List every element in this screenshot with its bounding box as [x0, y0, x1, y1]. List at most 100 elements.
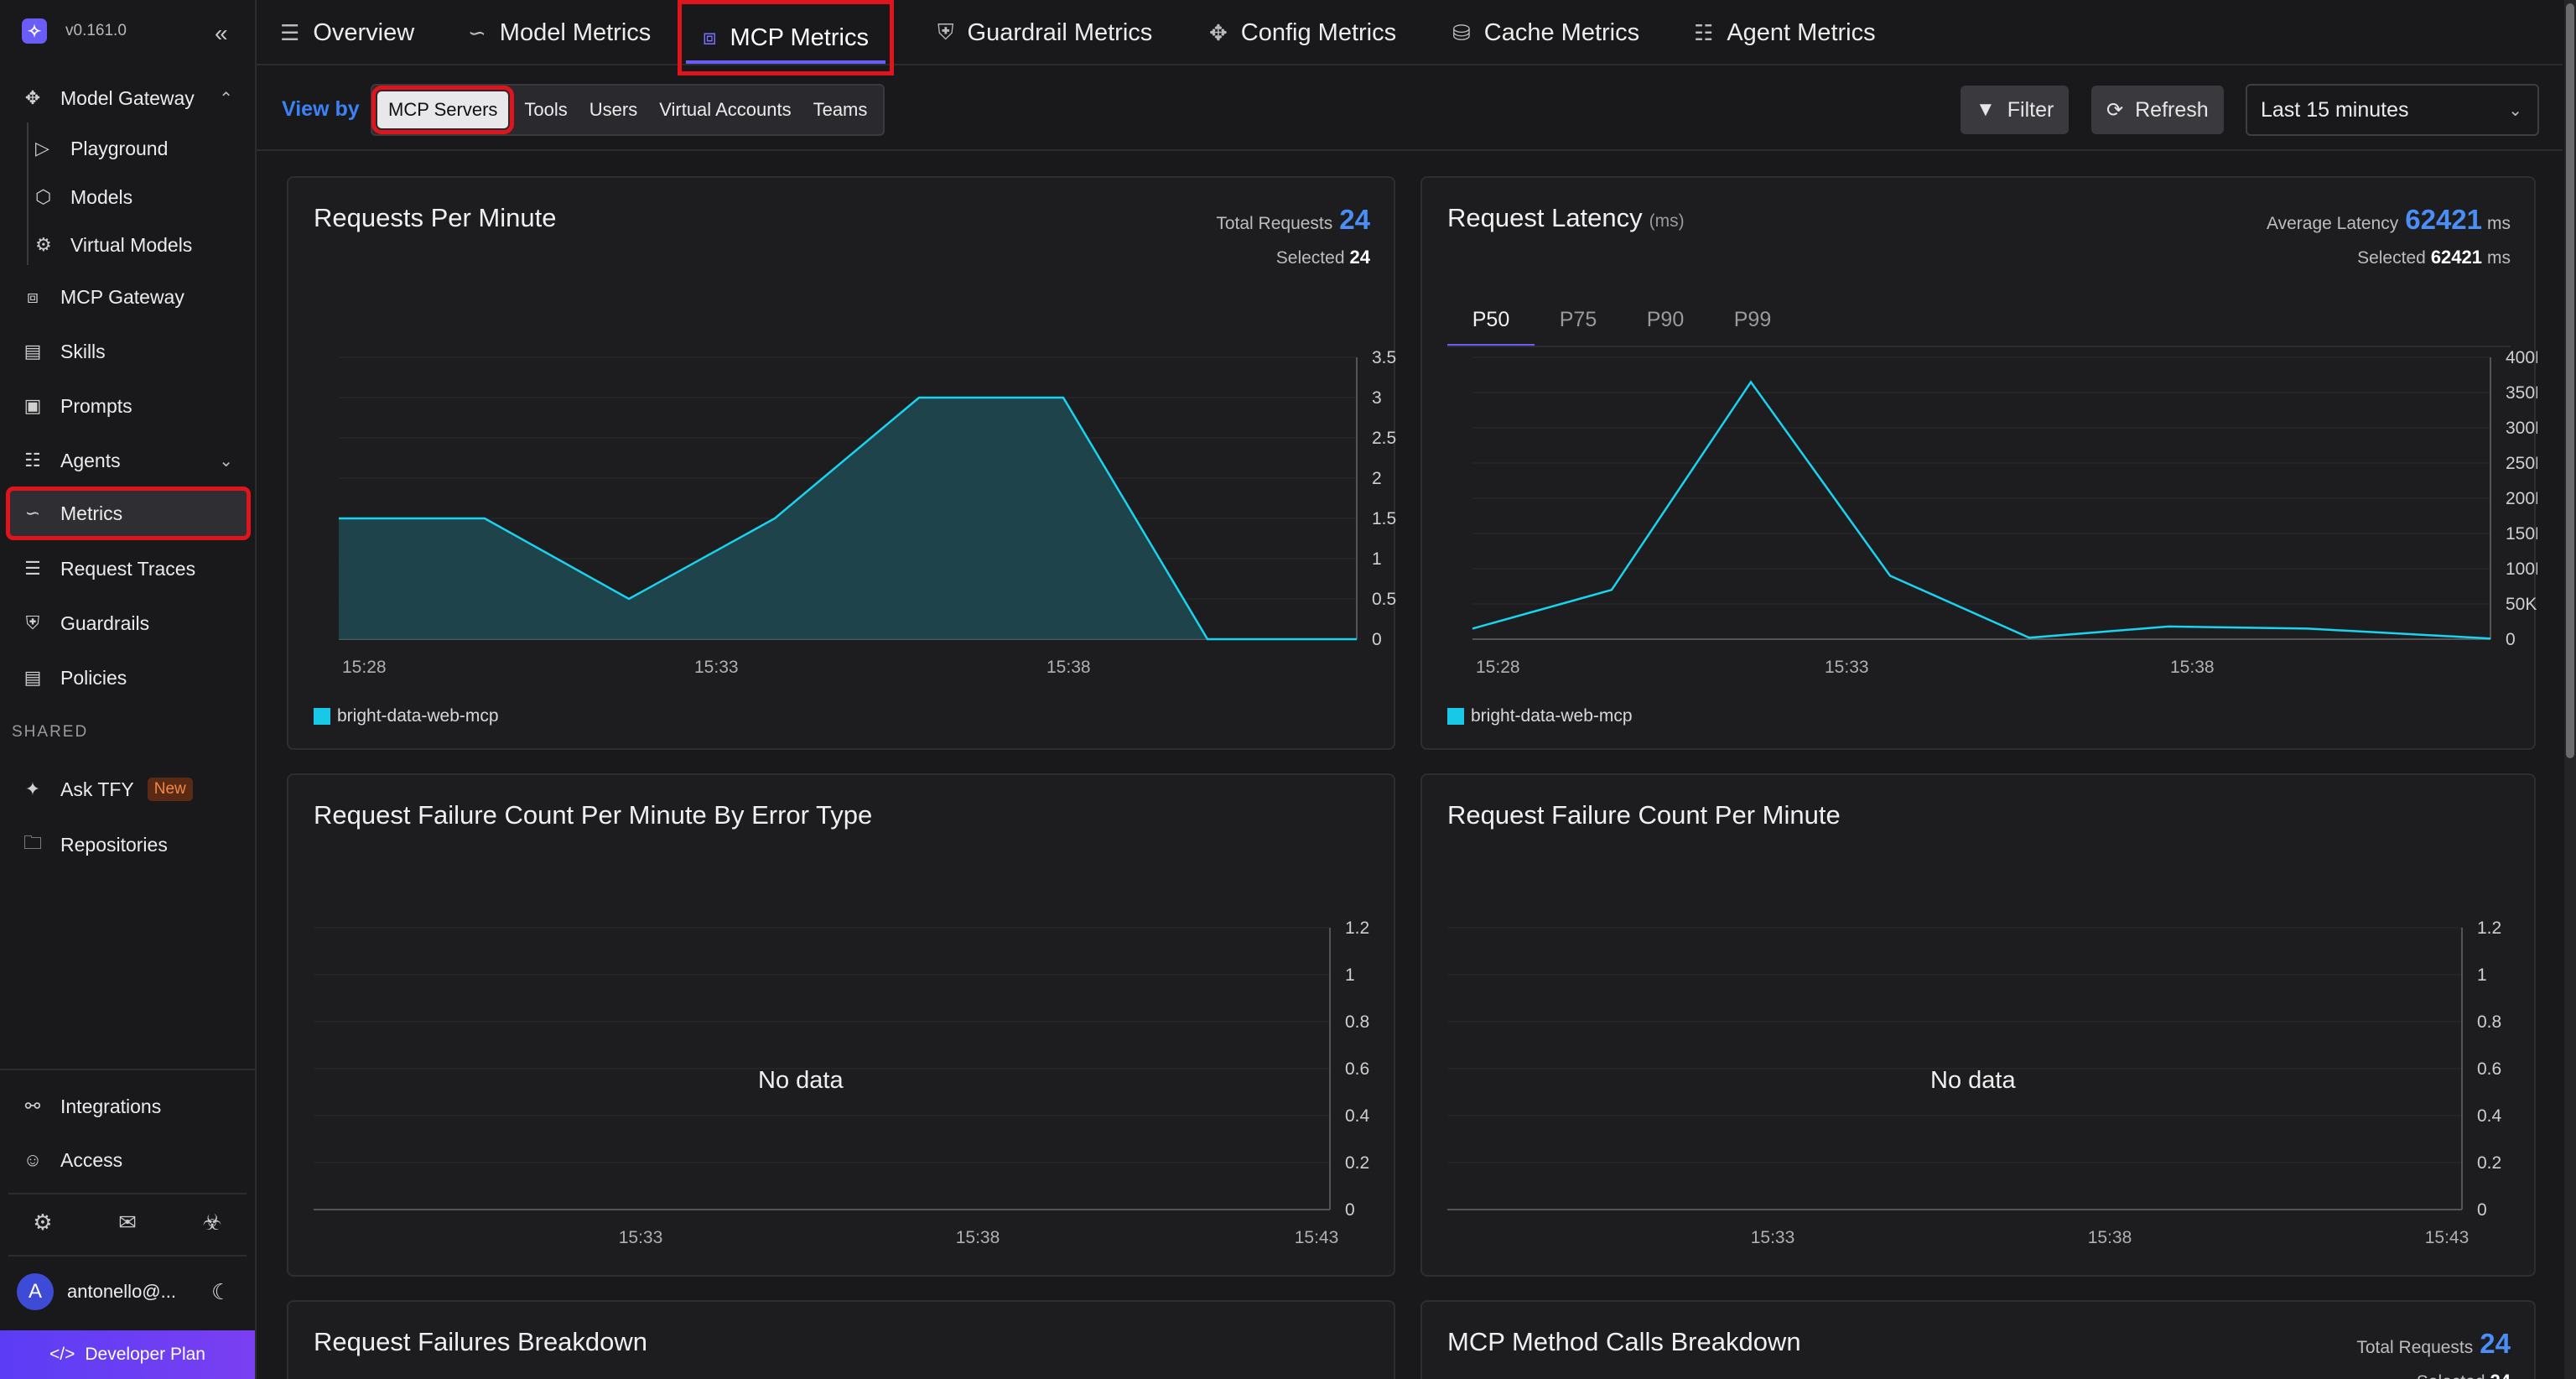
- tab-agent-metrics[interactable]: ☷ Agent Metrics: [1694, 0, 1876, 65]
- sidebar-item-label: Skills: [60, 340, 106, 362]
- card-request-failures-breakdown: Request Failures Breakdown: [287, 1300, 1395, 1379]
- view-by-teams[interactable]: Teams: [813, 99, 868, 120]
- chart-legend[interactable]: bright-data-web-mcp: [314, 706, 499, 726]
- sidebar-divider: [8, 1255, 247, 1257]
- view-by-mcp-servers[interactable]: MCP Servers: [371, 86, 515, 134]
- card-title: Request Failure Count Per Minute By Erro…: [314, 800, 873, 830]
- list-icon: ☰: [24, 558, 41, 579]
- logo-icon[interactable]: ✧: [22, 18, 47, 44]
- time-range-value: Last 15 minutes: [2261, 97, 2409, 122]
- active-tab-indicator: [686, 60, 886, 64]
- view-by-virtual-accounts[interactable]: Virtual Accounts: [659, 99, 792, 120]
- sidebar-item-label: Playground: [70, 137, 169, 159]
- view-by-tools[interactable]: Tools: [524, 99, 568, 120]
- sidebar-item-playground[interactable]: ▷ Playground: [35, 127, 245, 170]
- view-by-users[interactable]: Users: [589, 99, 638, 120]
- sidebar-item-ask-tfy[interactable]: ✦ Ask TFY New: [8, 765, 248, 814]
- sidebar-item-label: Integrations: [60, 1095, 162, 1117]
- tab-overview[interactable]: ☰ Overview: [280, 0, 414, 65]
- selected-value: 24: [2490, 1371, 2511, 1379]
- scrollbar-thumb[interactable]: [2566, 3, 2574, 758]
- y-tick-label: 250K: [2506, 454, 2537, 473]
- view-by-selector: MCP Servers Tools Users Virtual Accounts…: [371, 84, 886, 136]
- sidebar-item-models[interactable]: ⬡ Models: [35, 175, 245, 219]
- filter-button[interactable]: ▼ Filter: [1961, 86, 2070, 134]
- tab-label: Cache Metrics: [1483, 18, 1640, 46]
- tab-p75[interactable]: P75: [1559, 308, 1597, 331]
- view-by-label: View by: [282, 97, 360, 121]
- collapse-sidebar-icon[interactable]: «: [215, 20, 228, 46]
- overview-icon: ☰: [280, 19, 300, 45]
- chart-legend[interactable]: bright-data-web-mcp: [1447, 706, 1633, 726]
- feedback-icon[interactable]: ✉: [118, 1209, 137, 1235]
- card-failure-count-per-minute: Request Failure Count Per Minute 0 0.2 0.4…: [1420, 773, 2536, 1277]
- legend-label: bright-data-web-mcp: [337, 706, 499, 726]
- no-data-message: No data: [758, 1067, 844, 1094]
- card-title: Requests Per Minute: [314, 203, 557, 232]
- sidebar-header: ✧ v0.161.0: [22, 18, 127, 44]
- tab-cache-metrics[interactable]: ⛁ Cache Metrics: [1452, 0, 1639, 65]
- total-requests-value: 24: [1339, 204, 1370, 235]
- sidebar-item-label: Ask TFY: [60, 778, 134, 800]
- sidebar-item-virtual-models[interactable]: ⚙ Virtual Models: [35, 223, 245, 267]
- y-tick-label: 400K: [2506, 348, 2537, 367]
- card-requests-per-minute: Requests Per Minute Total Requests 24 Sel…: [287, 176, 1397, 752]
- sidebar-item-repositories[interactable]: 🗀 Repositories: [8, 820, 248, 869]
- tab-config-metrics[interactable]: ✥ Config Metrics: [1209, 0, 1396, 65]
- y-tick-label: 0: [1345, 1200, 1355, 1220]
- settings-icon[interactable]: ⚙: [33, 1209, 53, 1235]
- sidebar-item-guardrails[interactable]: ⛨ Guardrails: [8, 599, 248, 648]
- x-tick-label: 15:38: [2170, 658, 2215, 677]
- failure-by-error-type-chart: 0 0.2 0.4 0.6 0.8 1 1.2 15:33 15:38 15:43: [314, 918, 1370, 1247]
- sidebar-item-label: Request Traces: [60, 557, 196, 580]
- selected-label: Selected: [2417, 1372, 2485, 1379]
- tab-p99[interactable]: P99: [1733, 308, 1772, 331]
- y-tick-label: 200K: [2506, 489, 2537, 508]
- developer-plan-label: Developer Plan: [85, 1345, 205, 1364]
- y-tick-label: 0.6: [2477, 1059, 2501, 1079]
- theme-toggle-icon[interactable]: ☾: [211, 1279, 231, 1304]
- percentile-tabs-divider: [1447, 346, 2511, 347]
- sidebar-item-label: Virtual Models: [70, 233, 193, 256]
- sidebar-item-label: Models: [70, 185, 133, 208]
- card-title: Request Failure Count Per Minute: [1447, 800, 1841, 830]
- y-tick-label: 350K: [2506, 383, 2537, 403]
- y-tick-label: 0.5: [1372, 590, 1396, 609]
- plug-icon: ⚯: [24, 1095, 41, 1116]
- requests-per-minute-chart[interactable]: 0 0.5 1 1.5 2 2.5 3 3.5 15:28 15:33 15:38: [288, 178, 1397, 752]
- sidebar-item-integrations[interactable]: ⚯ Integrations: [8, 1082, 248, 1131]
- code-icon: </>: [49, 1345, 75, 1364]
- tab-model-metrics[interactable]: ∽ Model Metrics: [468, 0, 651, 65]
- series-line: [1472, 380, 2491, 640]
- tab-guardrail-metrics[interactable]: ⛨ Guardrail Metrics: [937, 0, 1152, 65]
- time-range-select[interactable]: Last 15 minutes ⌄: [2246, 84, 2539, 136]
- sidebar-item-policies[interactable]: ▤ Policies: [8, 653, 248, 702]
- y-tick-label: 0.4: [1345, 1106, 1370, 1126]
- y-tick-label: 0.4: [2477, 1106, 2502, 1126]
- request-latency-chart[interactable]: 0 50K 100K 150K 200K 250K 300K 350K 400K 15:28 15:…: [1422, 178, 2537, 752]
- robot-icon: ☷: [24, 450, 41, 471]
- unit-label: ms: [2487, 248, 2511, 268]
- developer-plan-button[interactable]: </> Developer Plan: [0, 1330, 255, 1379]
- sidebar-item-agents[interactable]: ☷ Agents ⌄: [8, 436, 248, 485]
- sidebar-item-prompts[interactable]: ▣ Prompts: [8, 382, 248, 430]
- sidebar-item-mcp-gateway[interactable]: ⧈ MCP Gateway: [8, 273, 248, 321]
- tab-p90[interactable]: P90: [1646, 308, 1685, 331]
- page-scrollbar[interactable]: [2564, 0, 2576, 1379]
- refresh-button[interactable]: ⟳ Refresh: [2091, 86, 2224, 134]
- sidebar-item-model-gateway[interactable]: ✥ Model Gateway ⌃: [8, 74, 248, 122]
- sidebar-item-skills[interactable]: ▤ Skills: [8, 327, 248, 376]
- x-tick-label: 15:28: [342, 658, 387, 677]
- config-icon: ✥: [1209, 19, 1228, 45]
- sidebar-item-request-traces[interactable]: ☰ Request Traces: [8, 544, 248, 593]
- view-bar: View by MCP Servers Tools Users Virtual …: [257, 67, 2563, 151]
- chevron-down-icon: ⌄: [2508, 101, 2522, 120]
- y-tick-label: 1.2: [2477, 918, 2501, 938]
- bug-icon[interactable]: ☣: [202, 1209, 222, 1235]
- sidebar-item-access[interactable]: ☺ Access: [8, 1136, 248, 1184]
- tab-mcp-metrics[interactable]: ⧈ MCP Metrics: [678, 0, 894, 75]
- refresh-label: Refresh: [2135, 97, 2209, 122]
- sidebar-item-metrics[interactable]: ∽ Metrics: [6, 487, 251, 540]
- tab-label: Overview: [313, 18, 415, 46]
